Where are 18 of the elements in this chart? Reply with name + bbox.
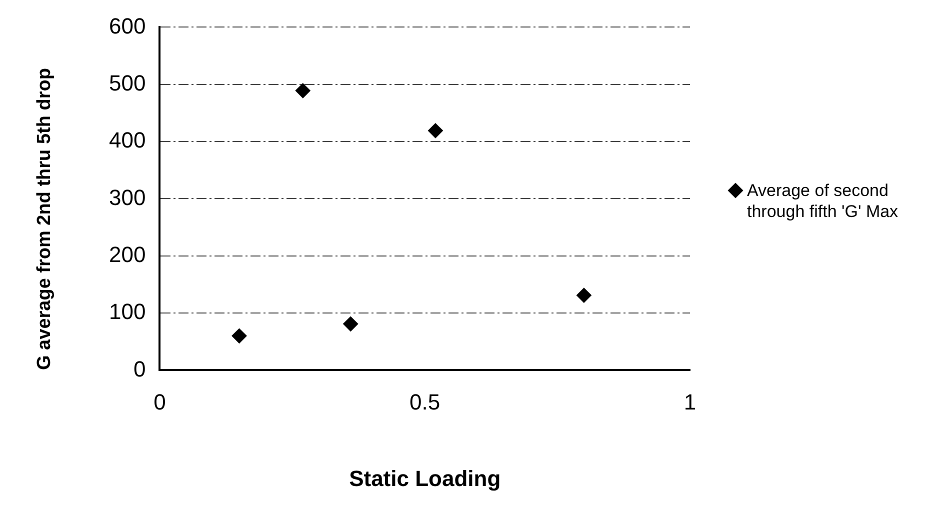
point [428, 123, 443, 138]
point [232, 328, 247, 344]
y-tick-label: 300 [108, 184, 146, 210]
point [576, 288, 592, 303]
x-tick-label: 0.5 [410, 389, 440, 414]
y-tick-label: 100 [108, 299, 146, 324]
x-tick-label: 1 [684, 389, 696, 414]
y-axis-title: G average from 2nd thru 5th drop [33, 68, 56, 370]
y-tick-label: 400 [108, 128, 146, 153]
y-tick-label: 200 [108, 242, 146, 267]
x-tick-label: 0 [154, 389, 166, 414]
y-tick-label: 0 [133, 356, 146, 382]
point [295, 83, 310, 98]
legend-label: Average of second through fifth 'G' Max [747, 180, 900, 222]
x-axis-title: Static Loading [349, 466, 501, 491]
y-tick-label: 500 [108, 70, 146, 96]
point [343, 316, 358, 332]
y-tick-label: 600 [108, 13, 146, 38]
